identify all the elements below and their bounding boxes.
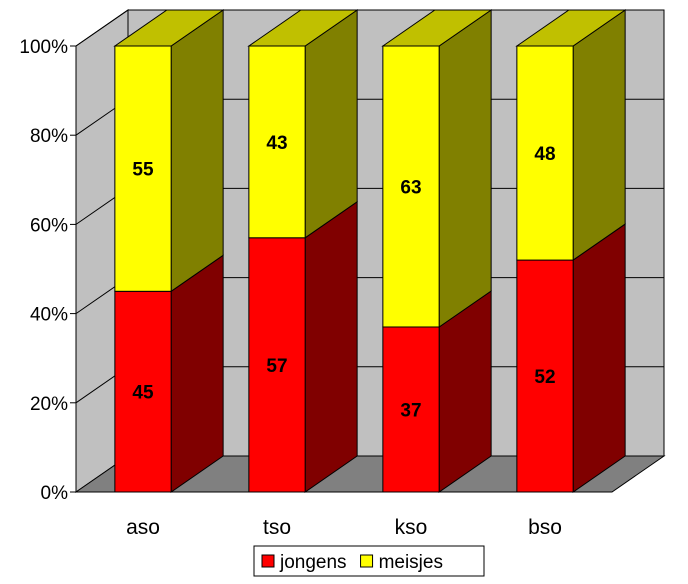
bar-jongens-tso [248, 237, 306, 493]
bar-jongens-bso [516, 259, 574, 493]
x-tick-label-kso: kso [395, 516, 428, 539]
legend-label-meisjes: meisjes [379, 552, 443, 573]
bar-meisjes-aso [114, 45, 172, 292]
data-label-meisjes-tso: 43 [266, 133, 287, 154]
data-label-meisjes-kso: 63 [400, 177, 421, 198]
bar-side-meisjes-tso [304, 9, 358, 239]
bar-side-meisjes-kso [438, 9, 492, 328]
x-tick-label-bso: bso [528, 516, 562, 539]
bar-side-jongens-aso [170, 254, 224, 493]
bar-side-jongens-tso [304, 200, 358, 493]
bar-jongens-kso [382, 326, 440, 493]
bar-meisjes-kso [382, 45, 440, 328]
y-tick-label: 40% [30, 305, 68, 326]
bar-side-meisjes-aso [170, 9, 224, 293]
bar-top-aso [113, 9, 225, 47]
bar-top-kso [381, 9, 493, 47]
data-label-jongens-aso: 45 [132, 383, 154, 404]
x-tick-label-tso: tso [263, 516, 291, 539]
legend-swatch-meisjes [360, 554, 374, 568]
y-tick-label: 20% [30, 394, 68, 415]
y-tick-label: 100% [19, 37, 68, 58]
y-tick-label: 0% [41, 483, 69, 504]
legend-swatch-jongens [261, 554, 275, 568]
data-label-jongens-tso: 57 [266, 356, 287, 377]
data-label-jongens-kso: 37 [400, 400, 421, 421]
bar-side-meisjes-bso [572, 9, 626, 262]
bar-top-tso [247, 9, 359, 47]
x-axis-labels: aso tso kso bso [126, 516, 562, 539]
y-tick-label: 80% [30, 126, 68, 147]
data-labels: 45 55 57 43 37 63 52 48 [132, 133, 555, 422]
bar-meisjes-bso [516, 45, 574, 261]
x-tick-label-aso: aso [126, 516, 160, 539]
legend-label-jongens: jongens [279, 552, 347, 573]
y-tick-label: 60% [30, 215, 68, 236]
bar-side-jongens-bso [572, 223, 626, 493]
data-label-meisjes-bso: 48 [534, 144, 555, 165]
bar-meisjes-tso [248, 45, 306, 239]
bar-top-bso [515, 9, 627, 47]
bars [113, 9, 627, 493]
bar-jongens-aso [114, 290, 172, 493]
legend: jongens meisjes [253, 545, 485, 577]
data-label-meisjes-aso: 55 [132, 160, 154, 181]
data-label-jongens-bso: 52 [534, 367, 555, 388]
